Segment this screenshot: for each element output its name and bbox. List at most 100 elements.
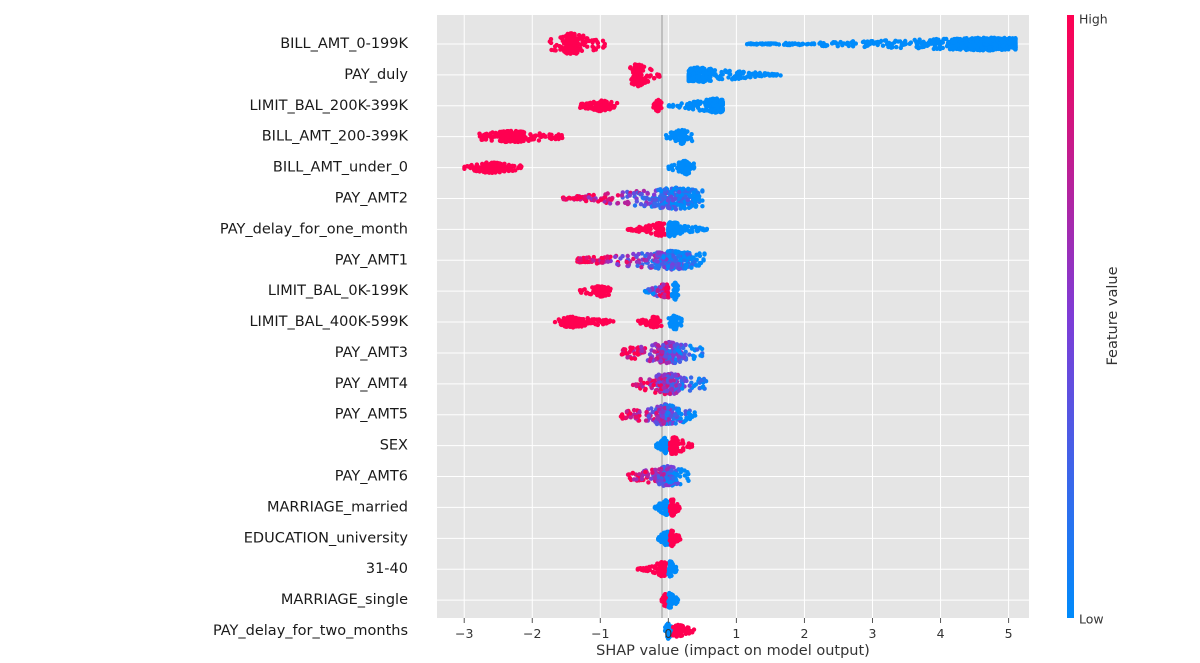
shap-point <box>600 38 606 43</box>
shap-point <box>661 472 666 477</box>
shap-point <box>605 198 611 203</box>
feature-points <box>552 313 684 332</box>
shap-point <box>602 106 608 112</box>
shap-point <box>599 260 604 265</box>
shap-point <box>660 410 665 415</box>
feature-points <box>619 339 705 366</box>
shap-point <box>488 134 493 140</box>
shap-point <box>668 136 673 141</box>
shap-point <box>984 41 989 46</box>
feature-points <box>560 185 705 212</box>
shap-point <box>671 509 676 514</box>
shap-point <box>689 265 694 270</box>
shap-point <box>676 388 681 393</box>
shap-point <box>640 319 646 324</box>
shap-point <box>987 46 993 51</box>
shap-point <box>718 98 723 104</box>
shap-point <box>690 225 695 230</box>
shap-point <box>693 67 698 72</box>
shap-point <box>629 356 634 361</box>
shap-point <box>495 167 501 172</box>
shap-point <box>691 75 696 81</box>
shap-point <box>650 409 655 415</box>
shap-point <box>644 409 649 415</box>
shap-point <box>679 323 684 328</box>
shap-point <box>672 296 677 302</box>
shap-point <box>651 569 656 575</box>
shap-point <box>670 221 676 226</box>
shap-point <box>621 347 626 352</box>
shap-point <box>870 39 875 44</box>
shap-point <box>715 102 720 108</box>
shap-point <box>676 354 681 359</box>
shap-point <box>564 37 570 43</box>
shap-point <box>984 37 989 42</box>
shap-point <box>485 167 490 173</box>
shap-point <box>674 445 680 451</box>
shap-point <box>651 105 656 110</box>
shap-point <box>625 253 630 259</box>
shap-point <box>675 103 680 109</box>
shap-point <box>667 205 672 211</box>
shap-point <box>633 414 638 420</box>
shap-point <box>883 38 889 43</box>
shap-point <box>615 200 621 206</box>
shap-point <box>663 502 668 507</box>
shap-point <box>653 467 658 472</box>
shap-point <box>711 108 716 114</box>
shap-point <box>677 467 682 473</box>
shap-point <box>675 539 680 544</box>
shap-point <box>695 190 700 195</box>
shap-point <box>698 353 703 358</box>
shap-point <box>657 264 662 269</box>
shap-point <box>642 388 648 393</box>
shap-point <box>664 388 670 394</box>
shap-point <box>639 348 644 354</box>
shap-point <box>718 73 723 78</box>
shap-point <box>667 349 672 354</box>
shap-point <box>570 318 576 323</box>
shap-point <box>597 107 602 113</box>
shap-point <box>708 74 713 80</box>
shap-point <box>652 349 657 354</box>
shap-point <box>549 47 554 53</box>
shap-point <box>686 410 691 416</box>
shap-point <box>583 194 588 199</box>
shap-point <box>560 319 566 324</box>
shap-point <box>619 193 625 198</box>
shap-point <box>680 386 685 391</box>
shap-point <box>686 441 692 446</box>
shap-point <box>571 49 576 54</box>
shap-point <box>665 264 671 269</box>
shap-point <box>717 76 722 82</box>
shap-point <box>850 39 856 44</box>
shap-point <box>626 201 631 206</box>
shap-point <box>683 105 688 111</box>
shap-point <box>624 415 629 420</box>
shap-point <box>663 133 669 138</box>
shap-point <box>695 74 700 80</box>
shap-point <box>691 99 696 105</box>
shap-point <box>767 72 772 77</box>
shap-point <box>658 561 663 566</box>
shap-point <box>652 475 658 480</box>
shap-point <box>700 385 705 390</box>
shap-point <box>757 70 763 76</box>
shap-point <box>638 378 643 383</box>
shap-point <box>609 105 614 111</box>
shap-point <box>1003 40 1008 46</box>
shap-point <box>686 168 691 173</box>
shap-point <box>506 162 512 168</box>
shap-point <box>591 198 597 203</box>
shap-point <box>999 39 1004 45</box>
shap-point <box>915 41 921 46</box>
shap-point <box>600 256 605 261</box>
feature-points <box>652 497 682 518</box>
shap-point <box>776 42 782 47</box>
shap-point <box>680 250 685 256</box>
shap-point <box>700 189 705 194</box>
shap-point <box>667 220 672 226</box>
shap-point <box>582 287 587 292</box>
shap-point <box>664 360 669 366</box>
shap-point <box>677 506 682 511</box>
